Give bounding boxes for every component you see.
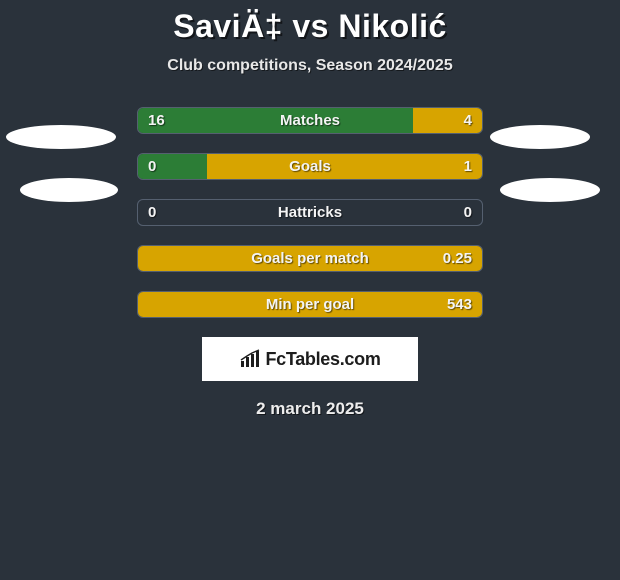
stat-value-right: 4 bbox=[464, 108, 472, 133]
title-vs: vs bbox=[283, 8, 338, 44]
stat-value-right: 543 bbox=[447, 292, 472, 317]
stat-row: Goals per match 0.25 bbox=[137, 245, 483, 272]
stat-value-right: 1 bbox=[464, 154, 472, 179]
decor-ellipse bbox=[490, 125, 590, 149]
stat-fill-left bbox=[138, 108, 413, 133]
stat-row: 0 Goals 1 bbox=[137, 153, 483, 180]
decor-ellipse bbox=[6, 125, 116, 149]
stat-value-left: 16 bbox=[148, 108, 165, 133]
stat-fill-right bbox=[207, 154, 482, 179]
title-player-right: Nikolić bbox=[338, 8, 446, 44]
stats-container: 16 Matches 4 0 Goals 1 0 Hattricks 0 Goa… bbox=[137, 107, 483, 318]
subtitle: Club competitions, Season 2024/2025 bbox=[0, 57, 620, 75]
stat-row: 0 Hattricks 0 bbox=[137, 199, 483, 226]
stat-row: Min per goal 543 bbox=[137, 291, 483, 318]
stat-value-right: 0.25 bbox=[443, 246, 472, 271]
stat-fill-right bbox=[138, 246, 482, 271]
title-player-left: SaviÄ‡ bbox=[173, 8, 283, 44]
stat-value-left: 0 bbox=[148, 200, 156, 225]
page-title: SaviÄ‡ vs Nikolić bbox=[0, 0, 620, 45]
footer-date: 2 march 2025 bbox=[0, 399, 620, 419]
decor-ellipse bbox=[500, 178, 600, 202]
stat-fill-right bbox=[138, 292, 482, 317]
stat-value-right: 0 bbox=[464, 200, 472, 225]
brand-box: FcTables.com bbox=[202, 337, 418, 381]
stat-row: 16 Matches 4 bbox=[137, 107, 483, 134]
stat-value-left: 0 bbox=[148, 154, 156, 179]
brand-text: FcTables.com bbox=[265, 349, 380, 370]
bar-chart-icon bbox=[239, 349, 263, 369]
stat-label: Hattricks bbox=[138, 200, 482, 225]
decor-ellipse bbox=[20, 178, 118, 202]
